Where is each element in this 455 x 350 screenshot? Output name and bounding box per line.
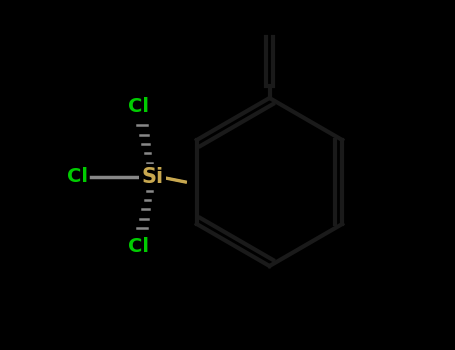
Text: Cl: Cl (66, 167, 87, 186)
Text: Si: Si (141, 167, 163, 187)
Text: Cl: Cl (128, 237, 149, 256)
Text: Cl: Cl (128, 97, 149, 116)
